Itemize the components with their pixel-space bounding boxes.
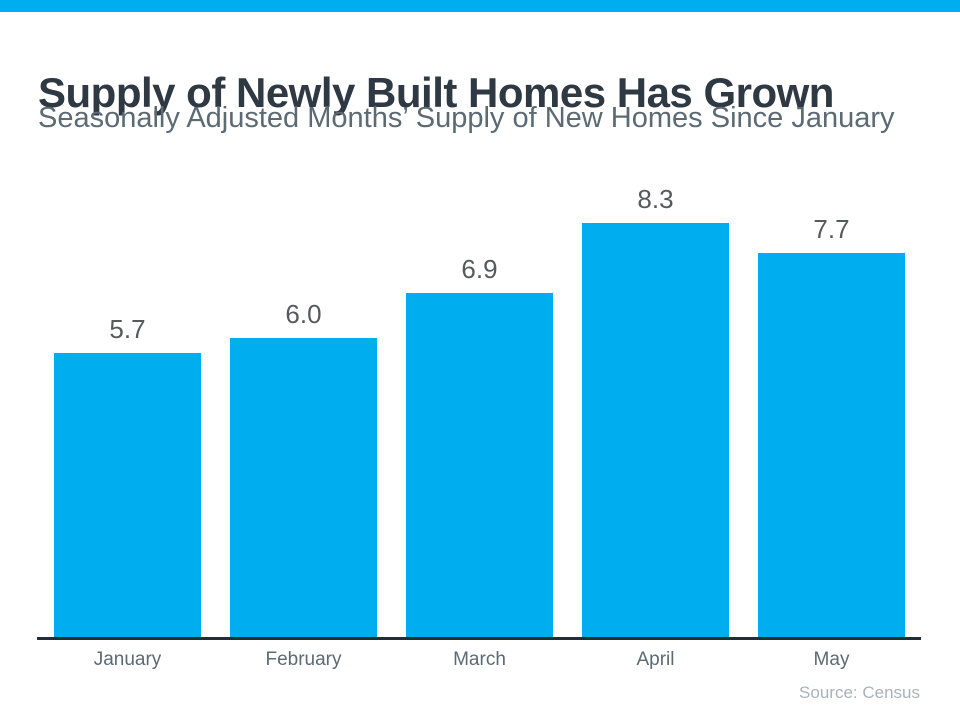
bar: [406, 293, 553, 638]
top-accent-bar: [0, 0, 960, 12]
bar: [758, 253, 905, 638]
bar-column: 6.0: [230, 299, 377, 638]
bar-value-label: 6.9: [461, 254, 498, 284]
source-credit: Source: Census: [799, 683, 920, 702]
bar-chart: 5.7 6.0 6.9 8.3 7.7: [37, 178, 921, 638]
x-axis-label: May: [813, 649, 850, 670]
bar: [582, 223, 729, 638]
x-axis-labels: January February March April May: [37, 648, 921, 672]
bar-value-label: 8.3: [637, 184, 674, 214]
x-axis-line: [37, 637, 921, 640]
bar-column: 6.9: [406, 254, 553, 638]
bar-column: 8.3: [582, 184, 729, 638]
chart-subtitle: Seasonally Adjusted Months’ Supply of Ne…: [38, 102, 895, 134]
x-axis-label: March: [453, 649, 506, 670]
bar-value-label: 5.7: [109, 314, 146, 344]
bar-column: 5.7: [54, 314, 201, 638]
x-axis-label: January: [93, 649, 162, 670]
bar-value-label: 6.0: [285, 299, 322, 329]
bar-column: 7.7: [758, 214, 905, 638]
bar: [54, 353, 201, 638]
chart-title: Supply of Newly Built Homes Has Grown: [38, 69, 834, 117]
x-axis-label: February: [265, 649, 342, 670]
bar: [230, 338, 377, 638]
x-axis-label: April: [636, 649, 675, 670]
bar-value-label: 7.7: [813, 214, 850, 244]
